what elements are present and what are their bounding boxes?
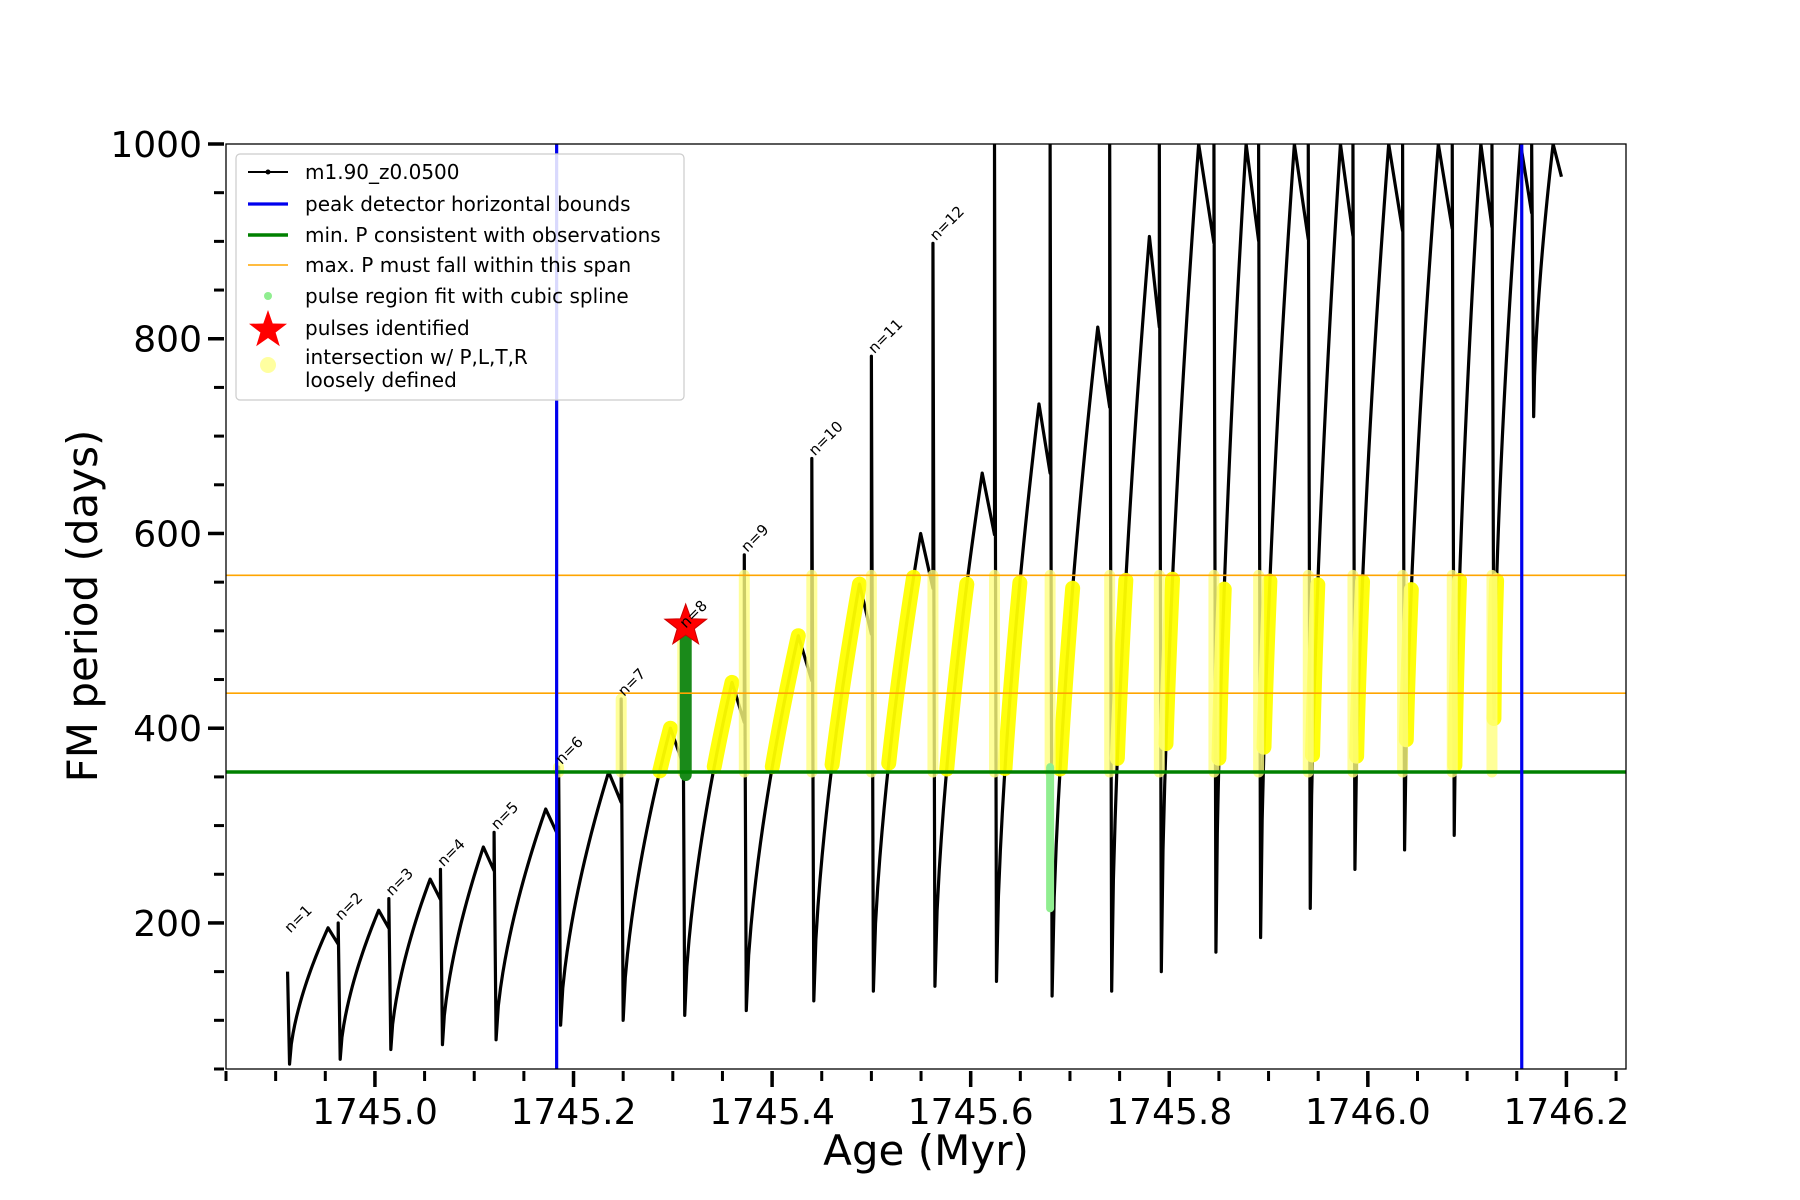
intersection-region — [881, 569, 922, 771]
intersection-region — [706, 674, 740, 775]
intersection-region — [1256, 573, 1278, 755]
intersection-region — [652, 720, 678, 779]
y-tick-label: 200 — [133, 904, 202, 945]
legend-swatch-track-marker — [265, 169, 271, 175]
intersection-region — [997, 575, 1028, 776]
x-tick-label: 1746.2 — [1503, 1092, 1629, 1133]
y-tick-label: 400 — [133, 709, 202, 750]
intersection-region — [764, 628, 806, 775]
intersection-region — [939, 576, 975, 777]
y-tick-label: 1000 — [110, 125, 202, 166]
plot-data-layer — [285, 144, 1564, 1066]
pulse-identified-star — [663, 602, 708, 646]
x-tick-label: 1745.4 — [709, 1092, 835, 1133]
legend-box — [235, 153, 685, 401]
y-tick-label: 600 — [133, 514, 202, 555]
legend-label: max. P must fall within this span — [305, 253, 631, 277]
model-track-line — [285, 144, 1564, 1066]
legend-swatch-yellow — [260, 357, 276, 373]
legend-label: min. P consistent with observations — [305, 223, 661, 247]
x-tick-label: 1745.6 — [908, 1092, 1034, 1133]
intersection-region — [1052, 580, 1081, 777]
plot-frame — [225, 143, 1627, 1070]
x-tick-label: 1745.8 — [1106, 1092, 1232, 1133]
legend-label: pulses identified — [305, 316, 470, 340]
legend-label: intersection w/ P,L,T,R — [305, 345, 528, 369]
intersection-region — [1158, 571, 1181, 752]
intersection-region — [1109, 572, 1134, 766]
x-tick-label: 1746.0 — [1305, 1092, 1431, 1133]
intersection-region — [824, 576, 867, 773]
legend-label: pulse region fit with cubic spline — [305, 284, 629, 308]
legend-label: loosely defined — [305, 368, 457, 392]
legend-swatch-star — [249, 310, 287, 347]
legend-label: m1.90_z0.0500 — [305, 160, 460, 184]
legend-label: peak detector horizontal bounds — [305, 192, 631, 216]
x-tick-label: 1745.2 — [511, 1092, 637, 1133]
x-axis-title: Age (Myr) — [823, 1126, 1029, 1175]
x-tick-label: 1745.0 — [312, 1092, 438, 1133]
y-axis-title: FM period (days) — [58, 430, 107, 783]
y-tick-label: 800 — [133, 320, 202, 361]
axes-layer: 1745.0 1745.2 1745.4 1745.6 1745.8 1746.0 1746… — [110, 125, 1629, 1133]
intersection-region — [1211, 581, 1232, 766]
legend-swatch-lightgreen — [264, 292, 272, 300]
